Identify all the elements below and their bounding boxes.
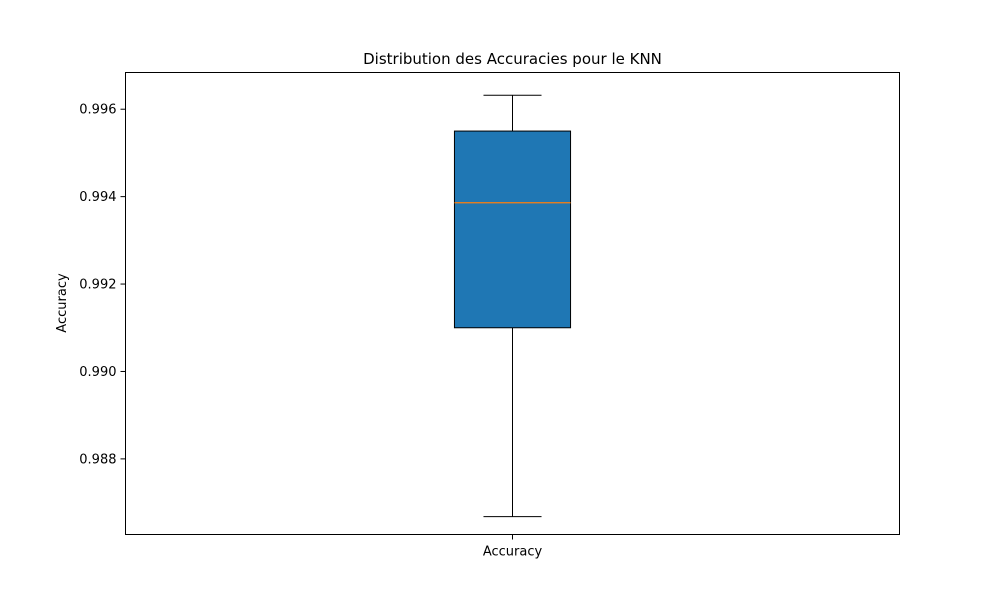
- x-tick-label: Accuracy: [483, 545, 543, 560]
- interquartile-box: [453, 130, 572, 329]
- y-tick-label: 0.996: [79, 103, 116, 118]
- y-axis-label: Accuracy: [55, 273, 70, 333]
- plot-area: 0.988 0.990 0.992 0.994 0.996 Accuracy: [79, 94, 572, 560]
- y-tick-label: 0.990: [79, 365, 116, 380]
- chart-title: Distribution des Accuracies pour le KNN: [363, 50, 662, 68]
- y-tick-label: 0.988: [79, 452, 116, 467]
- y-tick-label: 0.992: [79, 278, 116, 293]
- plot-frame: [125, 72, 900, 535]
- y-tick-label: 0.994: [79, 190, 116, 205]
